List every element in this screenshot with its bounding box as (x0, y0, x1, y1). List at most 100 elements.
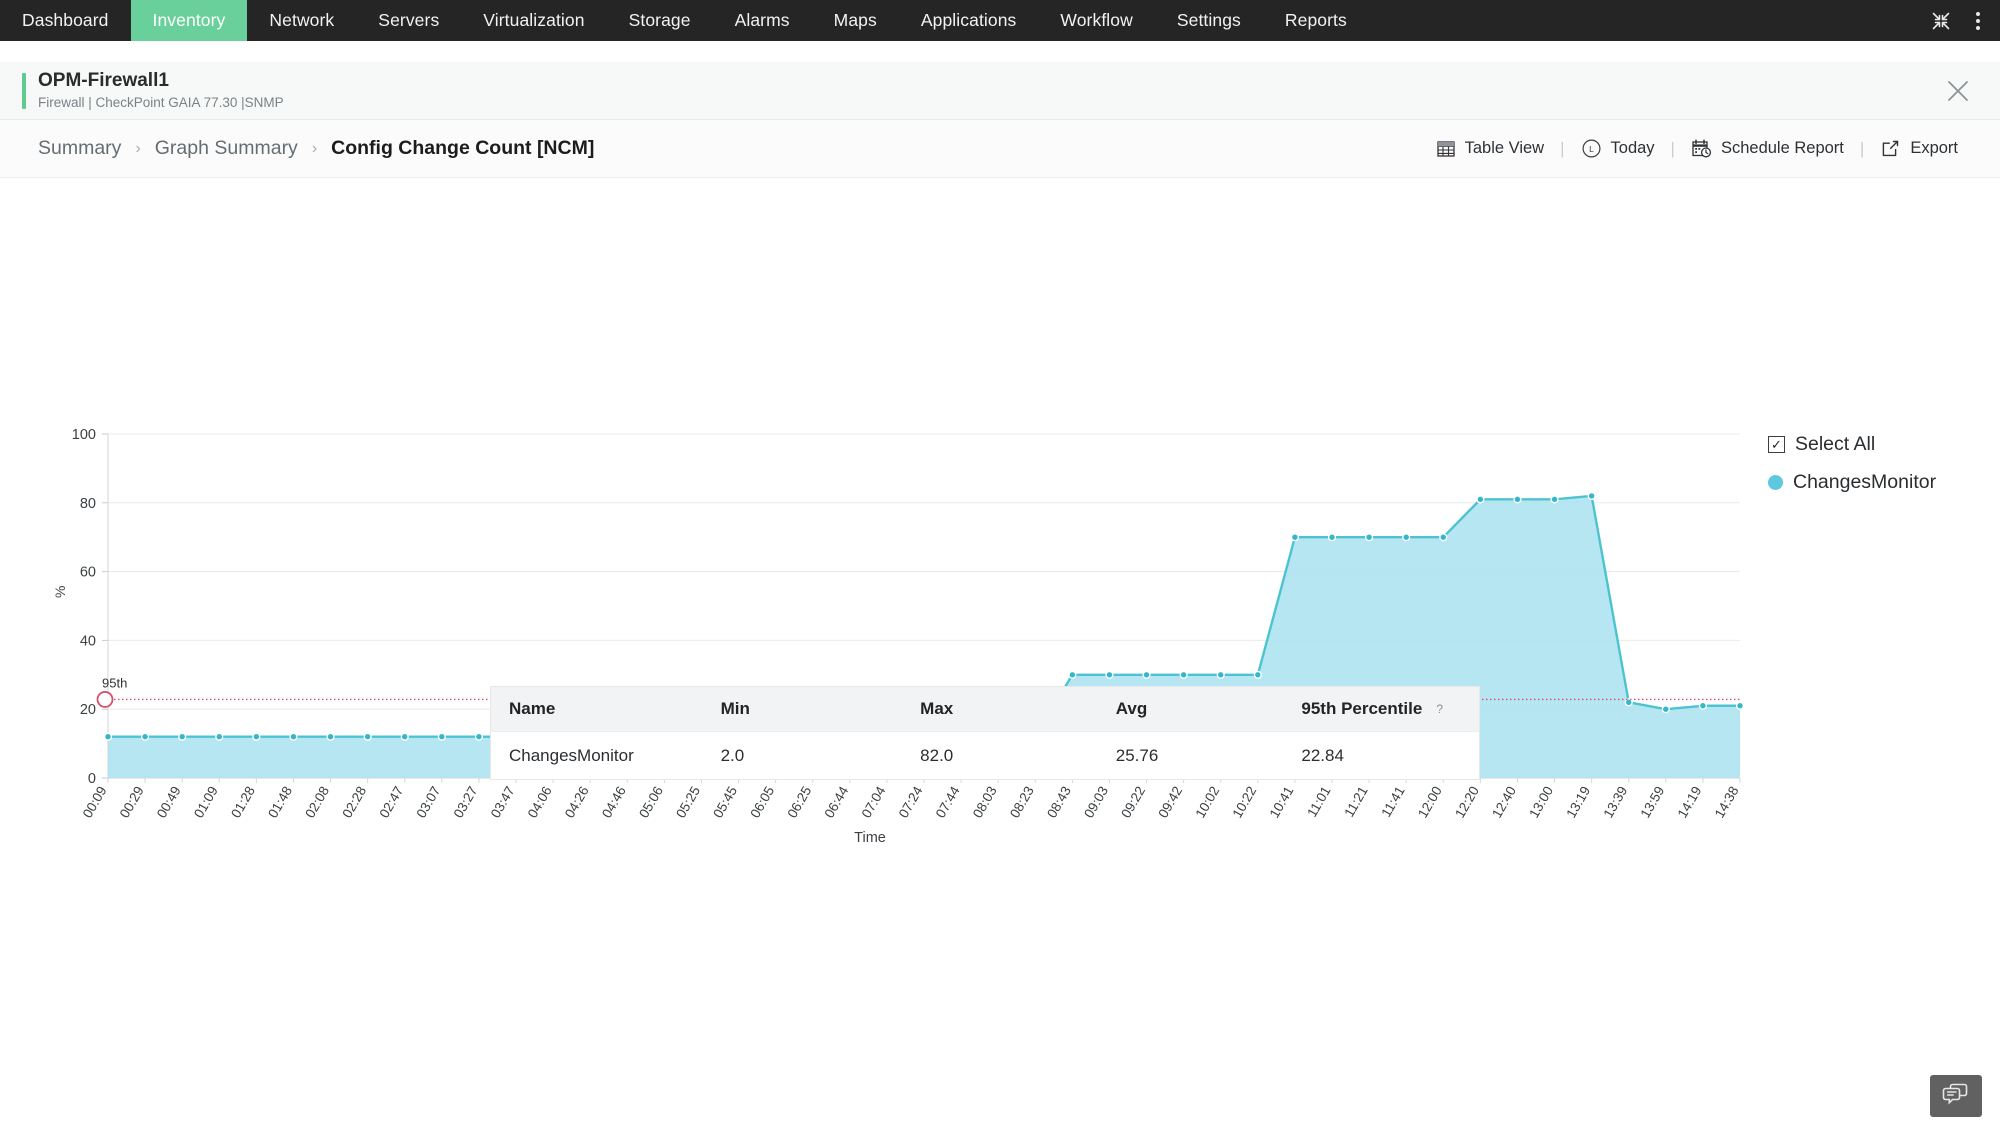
breadcrumb-item-0[interactable]: Summary (38, 137, 122, 159)
kebab-menu-icon[interactable] (1970, 10, 1986, 32)
data-point[interactable] (1550, 495, 1559, 504)
column-header-avg: Avg (1115, 699, 1148, 718)
x-tick-label: 01:28 (228, 784, 258, 821)
x-tick-label: 12:40 (1489, 784, 1519, 821)
data-point[interactable] (1513, 495, 1522, 504)
navbar-spacer (0, 41, 2000, 62)
x-tick-label: 00:29 (117, 784, 147, 821)
data-point[interactable] (1253, 670, 1262, 679)
data-point[interactable] (103, 732, 113, 741)
legend-select-all[interactable]: ✓ Select All (1768, 433, 1936, 456)
x-tick-label: 03:07 (414, 784, 444, 821)
select-all-checkbox[interactable]: ✓ (1768, 436, 1785, 453)
x-tick-label: 14:38 (1712, 784, 1742, 821)
nav-item-network[interactable]: Network (247, 0, 356, 41)
table-view-label: Table View (1464, 139, 1545, 157)
toolbar-separator: | (1560, 138, 1565, 158)
x-tick-label: 06:44 (822, 783, 852, 820)
x-tick-label: 04:06 (525, 784, 555, 821)
nav-item-label: Virtualization (483, 10, 585, 30)
calendar-clock-icon (1691, 138, 1712, 159)
column-header-p95: 95th Percentile ? (1283, 699, 1479, 719)
data-point[interactable] (1142, 670, 1151, 679)
cell-name: ChangesMonitor (509, 745, 634, 765)
data-point[interactable] (178, 732, 187, 741)
data-point[interactable] (1068, 670, 1077, 679)
legend-item-changesmonitor[interactable]: ChangesMonitor (1768, 471, 1936, 494)
data-point[interactable] (1290, 533, 1300, 542)
x-tick-label: 10:22 (1230, 784, 1260, 821)
data-point[interactable] (1587, 491, 1596, 501)
cell-min: 2.0 (720, 745, 745, 765)
data-point[interactable] (474, 732, 484, 741)
toolbar-separator: | (1670, 138, 1675, 158)
device-header: OPM-Firewall1 Firewall | CheckPoint GAIA… (0, 62, 2000, 120)
data-point[interactable] (1661, 705, 1670, 714)
data-point[interactable] (1698, 701, 1708, 710)
breadcrumb-toolbar: Summary › Graph Summary › Config Change Coun… (0, 120, 2000, 178)
nav-item-virtualization[interactable]: Virtualization (461, 0, 606, 41)
data-point[interactable] (1476, 495, 1485, 504)
x-tick-label: 02:28 (339, 784, 369, 821)
data-point[interactable] (1364, 533, 1374, 542)
export-button[interactable]: Export (1864, 138, 1974, 159)
data-point[interactable] (363, 732, 372, 741)
device-subtitle: Firewall | CheckPoint GAIA 77.30 |SNMP (38, 95, 284, 111)
data-point[interactable] (1179, 670, 1188, 679)
data-point[interactable] (252, 732, 261, 741)
chat-support-button[interactable] (1930, 1075, 1982, 1117)
data-point[interactable] (1735, 701, 1745, 710)
schedule-report-label: Schedule Report (1720, 139, 1844, 157)
data-point[interactable] (1439, 533, 1448, 542)
nav-item-workflow[interactable]: Workflow (1038, 0, 1154, 41)
data-point[interactable] (1105, 670, 1114, 679)
data-point[interactable] (1402, 533, 1411, 542)
table-row[interactable]: ChangesMonitor 2.0 82.0 25.76 22.84 (491, 731, 1479, 779)
data-point[interactable] (326, 732, 335, 741)
nav-item-applications[interactable]: Applications (899, 0, 1039, 41)
export-label: Export (1910, 139, 1958, 157)
x-tick-label: 08:03 (970, 784, 1000, 821)
data-point[interactable] (140, 732, 150, 741)
x-tick-label: 05:25 (673, 784, 703, 821)
nav-item-storage[interactable]: Storage (607, 0, 713, 41)
breadcrumb: Summary › Graph Summary › Config Change Coun… (38, 137, 594, 160)
clock-icon: L (1581, 138, 1602, 159)
nav-item-label: Reports (1284, 10, 1347, 30)
nav-item-label: Applications (920, 10, 1017, 30)
collapse-arrows-icon[interactable] (1930, 10, 1952, 32)
x-tick-label: 06:05 (747, 784, 777, 821)
x-tick-label: 01:09 (191, 784, 221, 821)
x-tick-label: 03:47 (488, 784, 518, 821)
data-point[interactable] (1216, 670, 1225, 679)
x-tick-label: 08:43 (1044, 784, 1074, 821)
table-view-button[interactable]: Table View (1420, 139, 1561, 159)
y-tick-label: 100 (72, 427, 96, 443)
breadcrumb-item-1[interactable]: Graph Summary (154, 137, 298, 159)
help-icon[interactable]: ? (1436, 702, 1444, 716)
data-point[interactable] (1624, 698, 1633, 707)
nav-item-inventory[interactable]: Inventory (130, 0, 248, 41)
toolbar-separator: | (1859, 138, 1865, 158)
data-point[interactable] (400, 732, 409, 741)
percentile-marker[interactable] (96, 691, 114, 708)
nav-item-settings[interactable]: Settings (1155, 0, 1263, 41)
schedule-report-button[interactable]: Schedule Report (1675, 138, 1860, 159)
data-point[interactable] (289, 732, 298, 741)
cell-p95: 22.84 (1301, 745, 1344, 765)
data-point[interactable] (1327, 533, 1337, 542)
nav-item-maps[interactable]: Maps (812, 0, 899, 41)
data-point[interactable] (437, 732, 446, 741)
nav-item-dashboard[interactable]: Dashboard (0, 0, 131, 41)
svg-text:L: L (1589, 144, 1594, 154)
x-tick-label: 10:41 (1267, 784, 1297, 821)
nav-item-alarms[interactable]: Alarms (713, 0, 812, 41)
nav-item-reports[interactable]: Reports (1263, 0, 1369, 41)
x-tick-label: 12:00 (1415, 784, 1445, 821)
data-point[interactable] (215, 732, 224, 741)
x-tick-label: 05:06 (636, 784, 666, 821)
x-tick-label: 09:42 (1155, 784, 1185, 821)
close-icon[interactable] (1944, 77, 1972, 105)
today-button[interactable]: L Today (1565, 138, 1671, 159)
nav-item-servers[interactable]: Servers (356, 0, 461, 41)
